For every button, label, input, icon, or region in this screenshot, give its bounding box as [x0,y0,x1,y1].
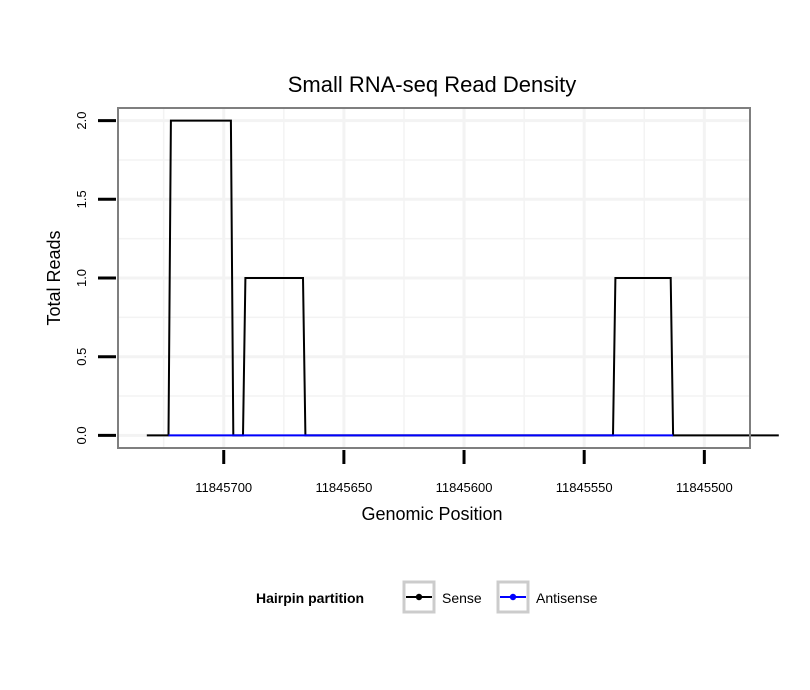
x-tick-label: 11845600 [436,480,493,495]
data-layer [146,119,779,437]
x-tick-label: 11845650 [315,480,372,495]
legend-title: Hairpin partition [256,590,364,606]
y-tick-label: 1.5 [74,190,89,208]
y-tick-label: 2.0 [74,112,89,130]
y-tick-label: 1.0 [74,269,89,287]
series-line-sense [146,119,779,437]
legend-label-antisense: Antisense [536,590,598,606]
x-tick-label: 11845500 [676,480,733,495]
x-axis-title: Genomic Position [361,504,502,524]
y-tick-label: 0.0 [74,426,89,444]
y-tick-label: 0.5 [74,348,89,366]
x-tick-label: 11845700 [195,480,252,495]
legend: Hairpin partition Sense Antisense [256,580,598,614]
legend-label-sense: Sense [442,590,482,606]
legend-key-sense-dot [415,593,423,601]
y-axis-title: Total Reads [44,230,64,325]
x-tick-label: 11845550 [556,480,613,495]
axes: 11845700 11845650 11845600 11845550 11845500… [74,112,733,495]
chart-title: Small RNA-seq Read Density [288,72,577,97]
legend-key-antisense-dot [509,593,517,601]
plot-border [117,107,751,449]
